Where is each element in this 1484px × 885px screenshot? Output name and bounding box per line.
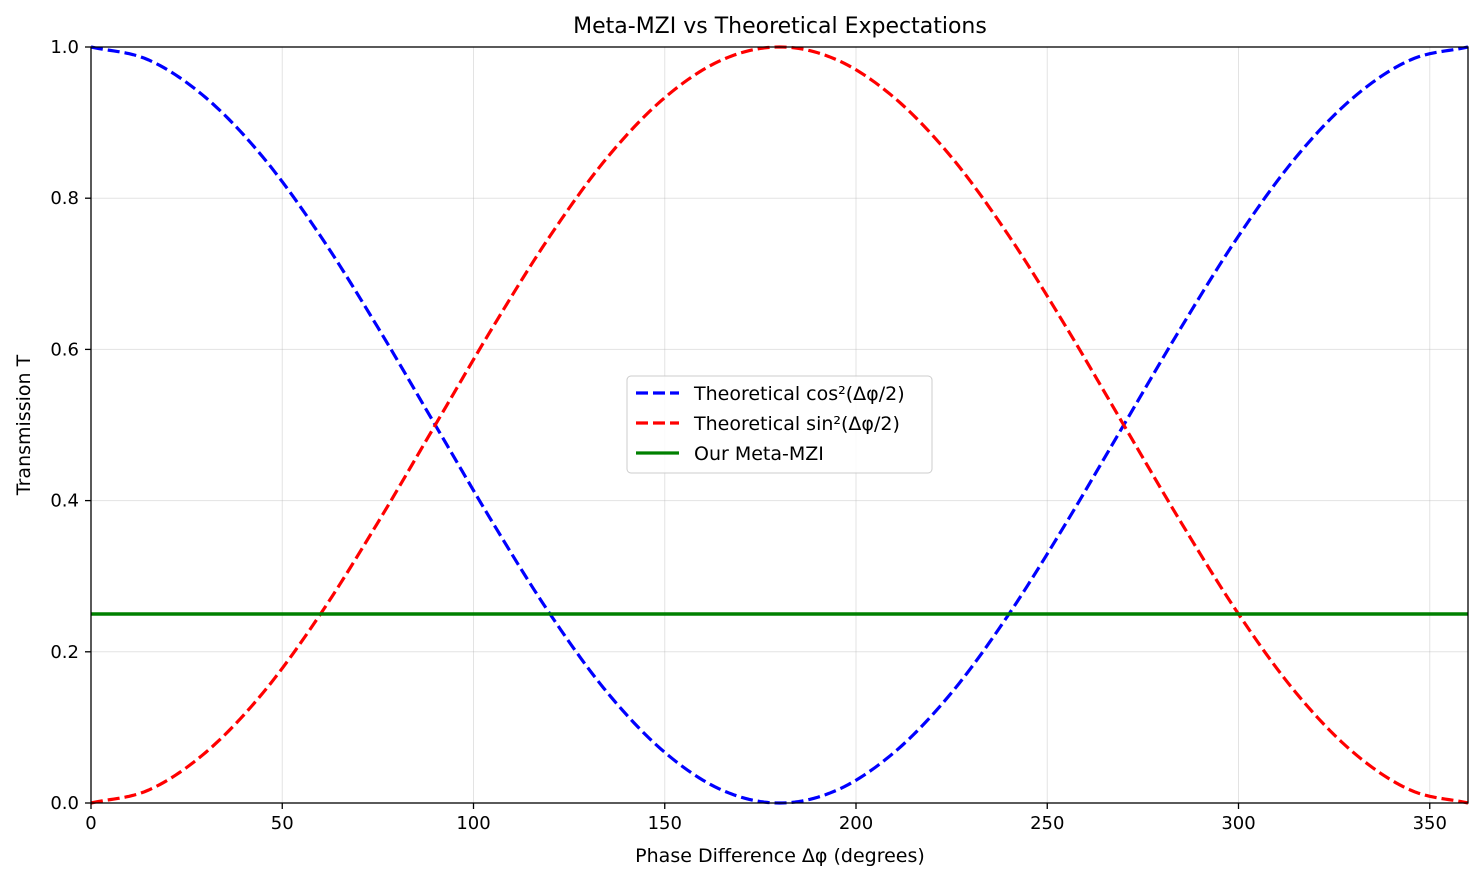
plot-frame [90,46,1469,804]
x-axis-label: Phase Difference Δφ (degrees) [635,845,925,867]
legend-box [626,375,933,474]
x-tick-label: 0 [85,813,96,834]
x-tick-label: 250 [1030,813,1064,834]
y-tick-label: 0.6 [50,339,79,360]
y-tick-label: 0.4 [50,491,79,512]
legend-label-meta-mzi: Our Meta-MZI [694,443,824,465]
chart-title: Meta-MZI vs Theoretical Expectations [573,14,987,39]
x-tick-label: 200 [839,813,873,834]
x-tick-label: 350 [1413,813,1447,834]
y-tick-label: 1.0 [50,37,79,58]
y-axis-label: Transmission T [13,354,35,496]
y-tick-label: 0.8 [50,188,79,209]
axis-ticks: 0 50 100 150 200 250 300 350 0.0 0.2 0.4 0.6 0.8 1.0 [50,37,1447,834]
y-tick-label: 0.0 [50,793,79,814]
x-tick-label: 100 [456,813,490,834]
x-tick-label: 50 [271,813,294,834]
x-tick-label: 150 [648,813,682,834]
legend-label-sin: Theoretical sin²(Δφ/2) [693,413,900,435]
y-tick-label: 0.2 [50,642,79,663]
legend-label-cos: Theoretical cos²(Δφ/2) [693,383,905,405]
legend: Theoretical cos²(Δφ/2) Theoretical sin²(… [626,375,933,474]
x-tick-label: 300 [1221,813,1255,834]
